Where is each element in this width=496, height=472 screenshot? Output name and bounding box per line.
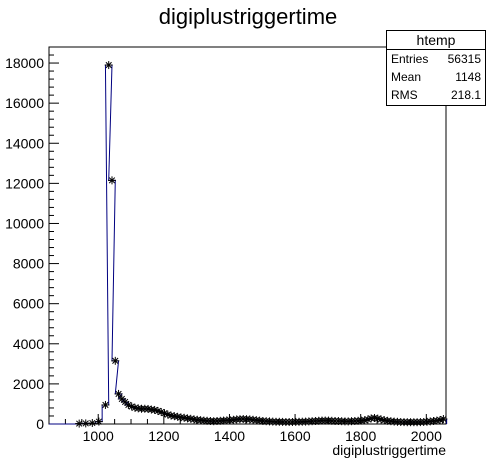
- y-tick-label: 16000: [5, 95, 44, 111]
- data-point: [88, 418, 97, 427]
- histogram-line: [49, 64, 448, 425]
- x-tick-label: 1800: [345, 428, 376, 444]
- data-point: [114, 389, 123, 398]
- data-point: [111, 356, 120, 365]
- x-tick-label: 2000: [411, 428, 442, 444]
- y-tick-label: 18000: [5, 55, 44, 71]
- stats-value: 56315: [447, 52, 481, 66]
- stats-label: Mean: [391, 70, 422, 84]
- stats-label: Entries: [391, 52, 429, 66]
- y-tick-label: 14000: [5, 135, 44, 151]
- stats-label: RMS: [391, 88, 418, 102]
- stats-row-entries: Entries 56315: [387, 50, 485, 68]
- data-point: [439, 414, 448, 423]
- data-point: [81, 419, 90, 428]
- chart-title: digiplustriggertime: [158, 4, 338, 29]
- y-tick-label: 4000: [13, 336, 44, 352]
- y-axis: 0 2000 4000 6000 8000 10000 12000 14000 16000 180…: [5, 46, 59, 432]
- data-point: [107, 176, 116, 185]
- y-tick-label: 2000: [13, 376, 44, 392]
- data-markers: [75, 61, 448, 428]
- x-tick-label: 1400: [214, 428, 245, 444]
- data-point: [101, 400, 110, 409]
- y-tick-label: 12000: [5, 175, 44, 191]
- y-tick-label: 0: [36, 416, 44, 432]
- x-tick-label: 1600: [279, 428, 310, 444]
- data-point: [124, 400, 133, 409]
- x-axis-label: digiplustriggertime: [332, 442, 446, 458]
- data-point: [104, 61, 113, 70]
- x-tick-label: 1000: [83, 428, 114, 444]
- y-tick-label: 10000: [5, 215, 44, 231]
- y-tick-label: 8000: [13, 256, 44, 272]
- stats-value: 1148: [455, 70, 481, 84]
- x-tick-label: 1200: [148, 428, 179, 444]
- stats-box-title: htemp: [387, 31, 485, 50]
- plot-border: [48, 46, 447, 425]
- stats-row-rms: RMS 218.1: [387, 86, 485, 104]
- plot-frame: [48, 46, 447, 425]
- x-axis: 1000 1200 1400 1600 1800 2000: [48, 414, 444, 444]
- stats-value: 218.1: [450, 88, 481, 102]
- series-line: [49, 64, 448, 425]
- stats-row-mean: Mean 1148: [387, 68, 485, 86]
- y-tick-label: 6000: [13, 296, 44, 312]
- stats-box: htemp Entries 56315 Mean 1148 RMS 218.1: [386, 30, 486, 106]
- data-point: [94, 417, 103, 426]
